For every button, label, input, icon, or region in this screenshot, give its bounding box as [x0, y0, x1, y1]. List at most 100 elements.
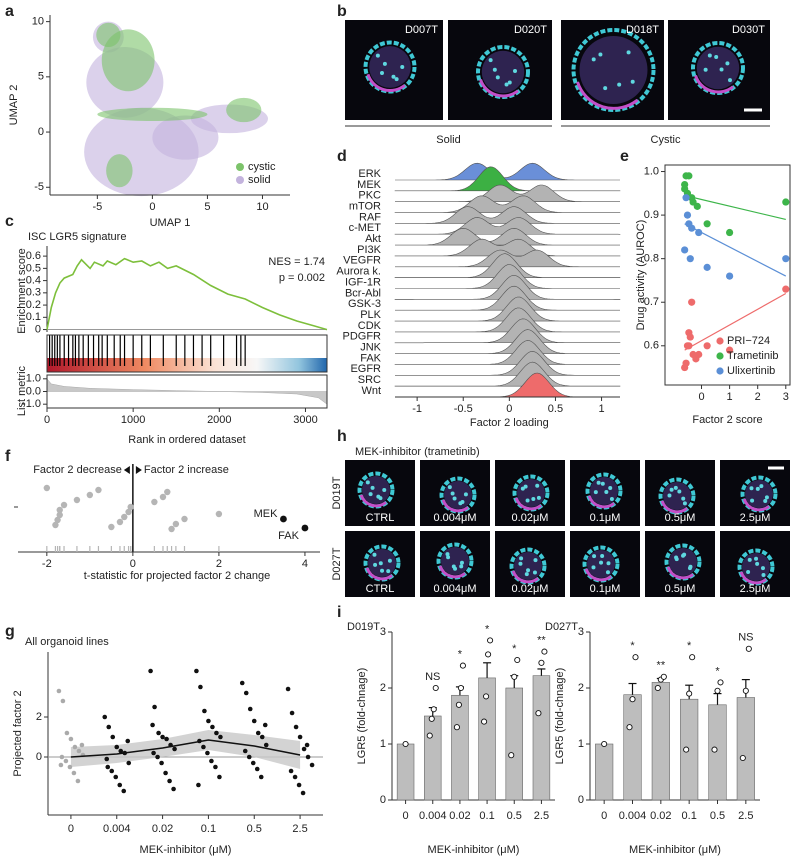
significance-label: ** — [537, 635, 546, 647]
point — [126, 760, 132, 766]
fit-line — [684, 194, 786, 221]
plot-frame — [664, 164, 791, 386]
nucleus — [532, 570, 537, 575]
ridge — [395, 307, 620, 333]
ridge — [395, 329, 620, 354]
annotation: p = 0.002 — [279, 272, 325, 284]
organoid-core — [662, 481, 692, 511]
organoid-core — [579, 36, 648, 104]
panel-title: D027T — [545, 621, 578, 633]
point — [782, 255, 790, 263]
point — [262, 722, 268, 728]
hit-panel — [46, 334, 328, 373]
point — [726, 272, 734, 280]
category-label: PKC — [358, 190, 381, 202]
group-label: Solid — [436, 134, 460, 146]
replicate-point — [739, 754, 746, 762]
nucleus — [513, 69, 518, 74]
nucleus — [669, 487, 674, 492]
x-tick-label: 2.5 — [292, 823, 307, 835]
nucleus — [452, 496, 457, 501]
nucleus — [604, 489, 609, 494]
y-tick-label: 3 — [380, 626, 386, 638]
row-label: D027T — [331, 547, 343, 580]
column-label: 2.5μM — [740, 512, 771, 524]
ridge — [395, 350, 620, 376]
replicate-point — [426, 732, 433, 739]
point — [68, 736, 74, 742]
point — [64, 730, 70, 736]
point — [251, 718, 257, 724]
point — [127, 503, 134, 511]
bar — [736, 697, 755, 801]
organoid-core — [516, 478, 546, 508]
category-label: CDK — [358, 320, 382, 332]
x-tick-label: 1 — [727, 391, 733, 403]
replicate-point — [742, 687, 749, 694]
replicate-point — [541, 648, 548, 655]
point — [247, 706, 253, 712]
point — [73, 496, 81, 504]
point — [151, 750, 156, 756]
point — [688, 224, 696, 232]
significance-label: * — [458, 649, 463, 661]
organoid-membrane — [666, 566, 694, 580]
ridge — [395, 285, 620, 311]
ridge — [394, 217, 621, 235]
category-label: Aurora k. — [336, 266, 381, 278]
nucleus — [728, 78, 733, 83]
point — [125, 508, 132, 516]
x-tick-label: 2 — [755, 391, 761, 403]
point — [110, 734, 116, 740]
point — [682, 359, 690, 367]
nucleus — [370, 485, 375, 490]
point — [71, 770, 77, 776]
nucleus — [599, 560, 604, 565]
x-axis-label: MEK-inhibitor (μM) — [428, 844, 520, 856]
group-label: Cystic — [651, 134, 681, 146]
replicate-point — [745, 645, 752, 652]
legend-label: PRI−724 — [727, 335, 770, 347]
panel-title: MEK-inhibitor (trametinib) — [355, 446, 480, 458]
image-label: D020T — [514, 24, 547, 36]
x-axis-label: t-statistic for projected factor 2 chang… — [84, 570, 270, 582]
y-tick-label: 1 — [380, 738, 386, 750]
nucleus — [688, 564, 693, 569]
replicate-point — [626, 724, 633, 731]
nucleus — [459, 564, 464, 569]
replicate-point — [601, 740, 608, 748]
point-cloud — [97, 107, 208, 122]
highlight-label: FAK — [278, 530, 299, 542]
nucleus — [764, 495, 769, 500]
bar — [532, 675, 551, 801]
category-label: FAK — [360, 352, 381, 364]
point — [105, 764, 111, 770]
legend-swatch — [236, 176, 244, 184]
point — [693, 202, 701, 210]
nucleus — [446, 555, 451, 560]
nucleus — [725, 61, 730, 66]
point — [255, 730, 261, 736]
nucleus — [630, 79, 635, 84]
point — [56, 506, 63, 514]
significance-label: ** — [657, 660, 666, 672]
organoid-core — [668, 547, 698, 577]
y-tick-label: 0.9 — [644, 209, 659, 221]
y-axis-label: LGR5 (fold-chnage) — [356, 668, 368, 765]
nucleus — [750, 498, 755, 503]
image-label: D018T — [626, 24, 659, 36]
category-label: GSK-3 — [348, 298, 381, 310]
highlight-point — [301, 524, 309, 532]
nucleus — [365, 480, 370, 485]
point — [72, 744, 78, 750]
y-tick-label: 0.6 — [644, 340, 659, 352]
point — [263, 742, 269, 748]
column-label: CTRL — [366, 583, 395, 595]
organoid-membrane — [479, 78, 519, 98]
point — [213, 764, 218, 770]
x-axis-label: Factor 2 score — [692, 414, 762, 426]
point — [156, 730, 161, 736]
point — [217, 774, 222, 780]
x-axis-label: Rank in ordered dataset — [128, 434, 245, 446]
legend-swatch — [716, 352, 724, 360]
